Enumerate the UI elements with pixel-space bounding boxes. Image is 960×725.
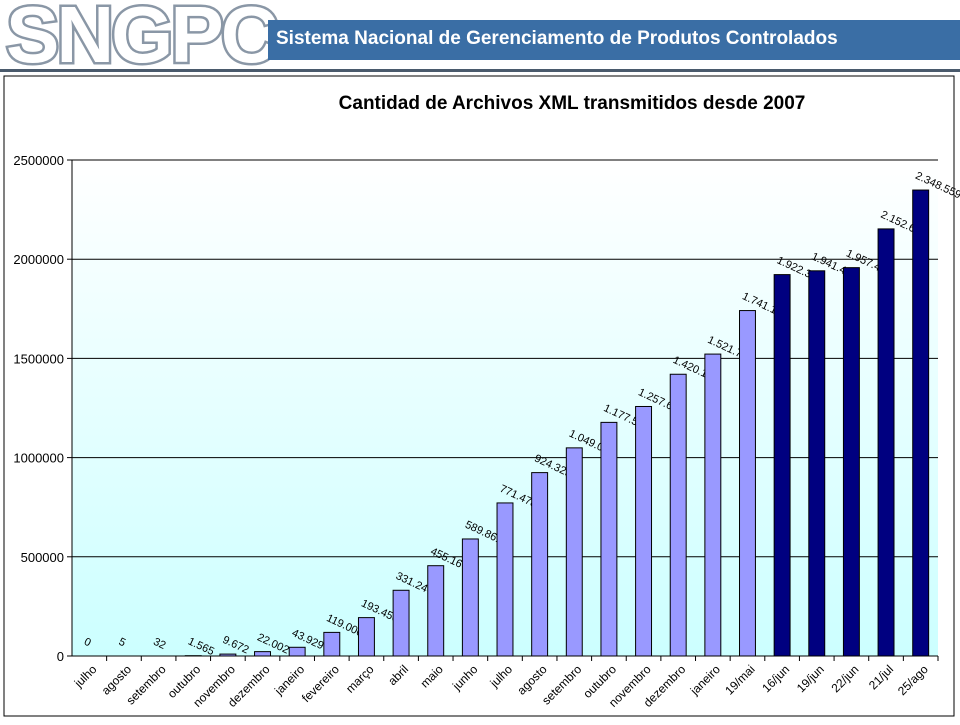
- bar: [393, 590, 409, 656]
- x-tick-label: 19/mai: [722, 662, 757, 697]
- bar: [878, 229, 894, 656]
- header-title: Sistema Nacional de Gerenciamento de Pro…: [276, 28, 838, 50]
- bar: [636, 406, 652, 656]
- x-tick-label: fevereiro: [299, 662, 342, 705]
- bar: [358, 618, 374, 656]
- x-tick-label: 19/jun: [794, 662, 827, 695]
- header-title-band: Sistema Nacional de Gerenciamento de Pro…: [268, 20, 960, 60]
- x-tick-label: março: [343, 662, 377, 696]
- bar: [289, 647, 305, 656]
- bar: [740, 311, 756, 656]
- y-tick-label: 1000000: [13, 451, 64, 466]
- bar: [913, 190, 929, 656]
- x-tick-label: maio: [418, 662, 447, 691]
- x-tick-label: 16/jun: [759, 662, 792, 695]
- bar: [220, 654, 236, 656]
- bar: [532, 473, 548, 656]
- chart-area: Cantidad de Archivos XML transmitidos de…: [0, 72, 960, 720]
- x-tick-label: julho: [487, 662, 516, 691]
- x-tick-label: 22/jun: [828, 662, 861, 695]
- y-tick-label: 2500000: [13, 153, 64, 168]
- bar: [428, 566, 444, 656]
- bar: [670, 374, 686, 656]
- bar: [462, 539, 478, 656]
- y-tick-label: 1500000: [13, 351, 64, 366]
- x-tick-label: julho: [71, 662, 100, 691]
- header-banner: SNGPC Sistema Nacional de Gerenciamento …: [0, 0, 960, 72]
- x-tick-label: 25/ago: [895, 662, 931, 698]
- chart-title: Cantidad de Archivos XML transmitidos de…: [339, 93, 806, 114]
- bar: [601, 422, 617, 656]
- bar: [774, 275, 790, 656]
- bar: [809, 271, 825, 656]
- y-tick-label: 2000000: [13, 252, 64, 267]
- x-tick-label: janeiro: [687, 662, 723, 698]
- x-tick-label: abril: [385, 662, 411, 688]
- x-tick-label: junho: [449, 662, 481, 694]
- bar: [497, 503, 513, 656]
- bar: [843, 268, 859, 656]
- bar: [566, 448, 582, 656]
- bar-chart: Cantidad de Archivos XML transmitidos de…: [0, 72, 960, 720]
- bar: [705, 354, 721, 656]
- bar: [324, 632, 340, 656]
- x-tick-label: 21/jul: [866, 662, 896, 692]
- y-tick-label: 500000: [21, 550, 64, 565]
- sngpc-logo: SNGPC: [6, 0, 276, 78]
- bar: [255, 652, 271, 656]
- y-tick-label: 0: [57, 649, 64, 664]
